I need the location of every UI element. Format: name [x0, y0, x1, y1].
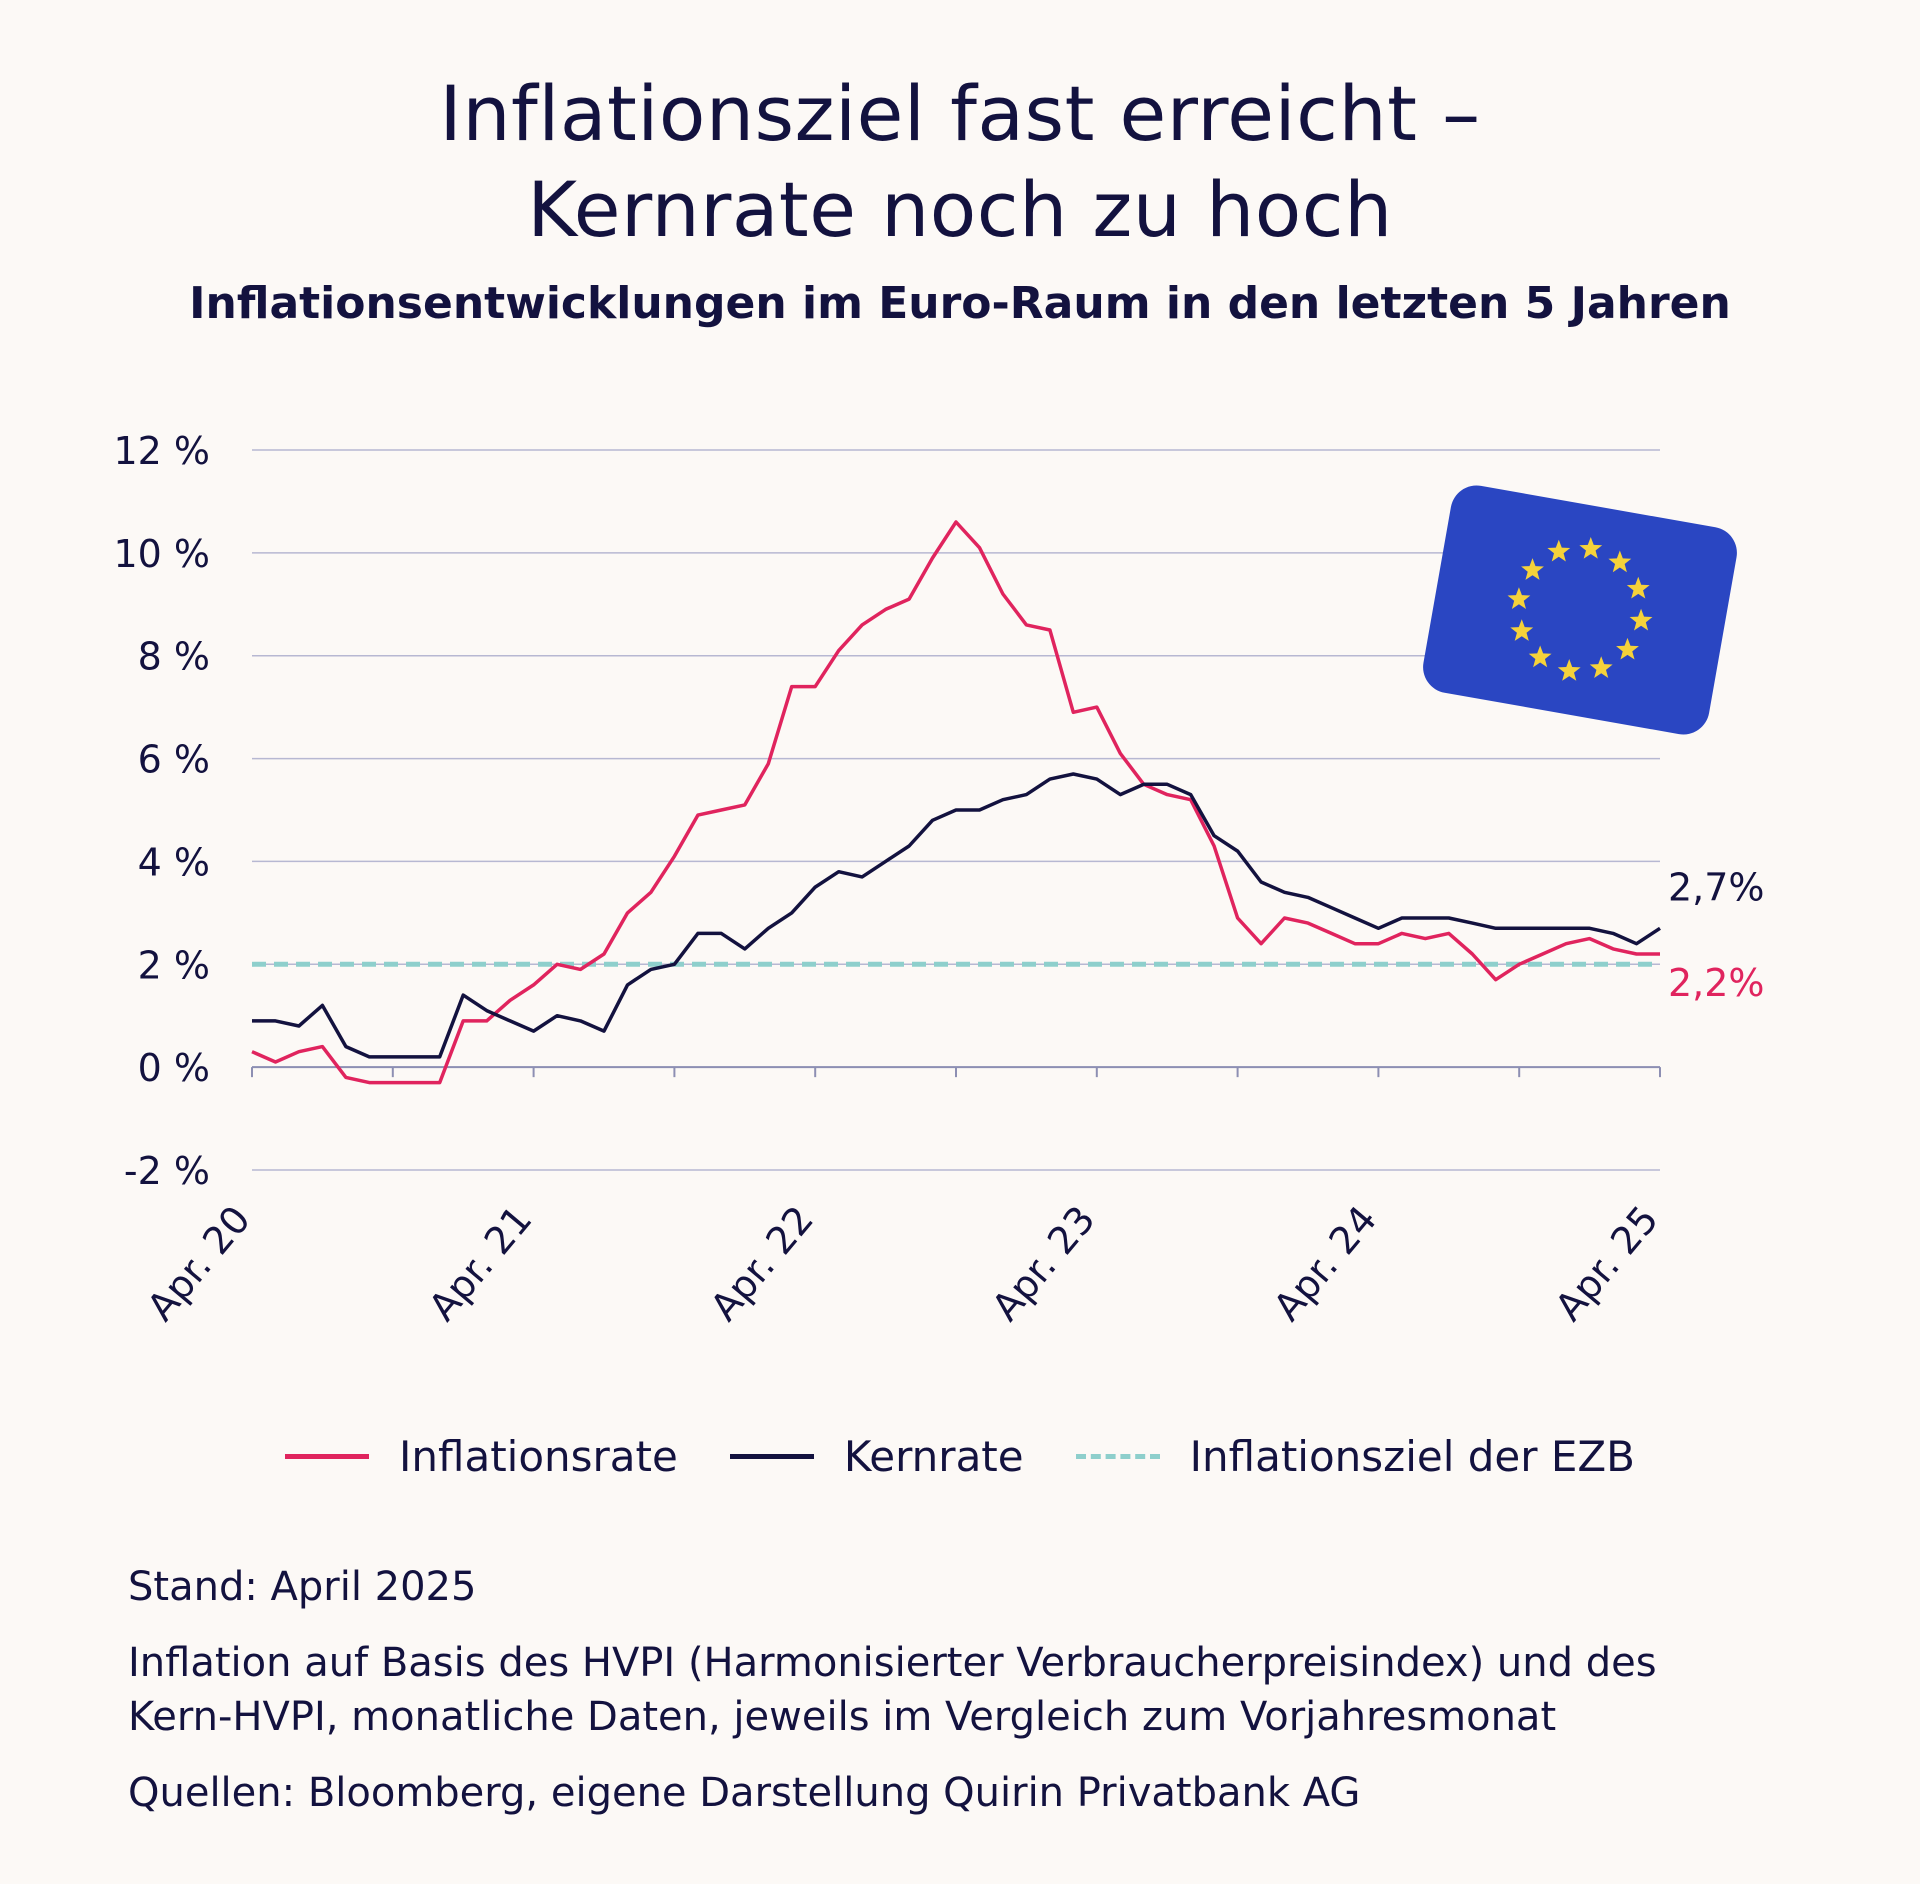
eu-flag-star: [1528, 645, 1552, 668]
footer-notes: Stand: April 2025 Inflation auf Basis de…: [128, 1560, 1828, 1842]
footer-stand: Stand: April 2025: [128, 1564, 477, 1610]
series-lines: [251, 520, 1661, 1085]
title-line-2: Kernrate noch zu hoch: [527, 165, 1393, 254]
end-label-kernrate: 2,7%: [1668, 865, 1765, 909]
footer-sources: Quellen: Bloomberg, eigene Darstellung Q…: [128, 1770, 1361, 1816]
y-tick-label: 10 %: [113, 532, 210, 576]
legend-item-inflationsziel: Inflationsziel der EZB: [1075, 1432, 1635, 1481]
end-labels: 2,7% 2,2%: [1668, 865, 1765, 1005]
legend-label-inflationsrate: Inflationsrate: [399, 1432, 678, 1481]
footer-note: Inflation auf Basis des HVPI (Harmonisie…: [128, 1636, 1828, 1744]
x-tick-label: Apr. 25: [1547, 1198, 1667, 1330]
eu-flag-star: [1521, 558, 1544, 580]
eu-flag-star: [1557, 659, 1581, 681]
title-line-1: Inflationsziel fast erreicht –: [439, 69, 1481, 158]
y-tick-label: 0 %: [138, 1046, 210, 1090]
grid-lines: [251, 449, 1661, 1171]
line-chart: 12 %10 %8 %6 %4 %2 %0 %-2 % Apr. 20 Apr. …: [113, 429, 1765, 1330]
legend-label-inflationsziel: Inflationsziel der EZB: [1189, 1432, 1635, 1481]
y-tick-label: -2 %: [124, 1149, 210, 1193]
eu-flag-star: [1608, 550, 1632, 573]
legend-label-kernrate: Kernrate: [843, 1432, 1024, 1481]
x-tick-label: Apr. 23: [983, 1198, 1103, 1330]
eu-flag-background: [1423, 485, 1737, 735]
y-tick-label: 4 %: [138, 840, 210, 884]
legend-swatch-inflationsziel: [1075, 1454, 1160, 1459]
legend: Inflationsrate Kernrate Inflationsziel d…: [0, 1432, 1920, 1481]
y-tick-label: 12 %: [113, 429, 210, 473]
eu-flag-star: [1510, 619, 1534, 641]
eu-flag-star: [1589, 656, 1613, 678]
x-tick-label: Apr. 22: [702, 1198, 822, 1330]
legend-item-inflationsrate: Inflationsrate: [285, 1432, 678, 1481]
y-axis: 12 % 10 % 8 % 6 % 4 % 2 % 0 % -2 %: [113, 429, 210, 1193]
eu-flag-star: [1616, 637, 1639, 660]
x-tick-label: Apr. 21: [420, 1198, 540, 1330]
eu-flag-star: [1507, 587, 1531, 609]
footer-note-line-2: Kern-HVPI, monatliche Daten, jeweils im …: [128, 1694, 1557, 1740]
y-tick-label: 6 %: [138, 738, 210, 782]
series-line-kernrate: [252, 772, 1661, 1059]
series-line-inflationsrate: [251, 520, 1660, 1085]
eu-flag-group: [1423, 485, 1737, 735]
eu-flag-star: [1629, 608, 1653, 631]
x-axis: Apr. 20 Apr. 21 Apr. 22 Apr. 23 Apr. 24 Apr. …: [139, 1198, 1667, 1330]
eu-flag-icon: [1423, 485, 1737, 735]
eu-flag-star: [1579, 536, 1603, 559]
end-label-inflationsrate: 2,2%: [1668, 961, 1765, 1005]
y-tick-label: 8 %: [138, 635, 210, 679]
legend-swatch-inflationsrate: [285, 1454, 369, 1459]
footer-note-line-1: Inflation auf Basis des HVPI (Harmonisie…: [128, 1640, 1657, 1686]
chart-title: Inflationsziel fast erreicht – Kernrate …: [0, 66, 1920, 258]
x-tick-label: Apr. 24: [1265, 1198, 1385, 1330]
y-tick-label: 2 %: [138, 943, 210, 987]
x-tick-label: Apr. 20: [139, 1198, 259, 1330]
chart-subtitle: Inflationsentwicklungen im Euro-Raum in …: [189, 278, 1731, 329]
eu-flag-star: [1626, 576, 1650, 599]
eu-flag-star: [1547, 539, 1571, 562]
legend-swatch-kernrate: [729, 1454, 814, 1459]
legend-item-kernrate: Kernrate: [729, 1432, 1024, 1481]
